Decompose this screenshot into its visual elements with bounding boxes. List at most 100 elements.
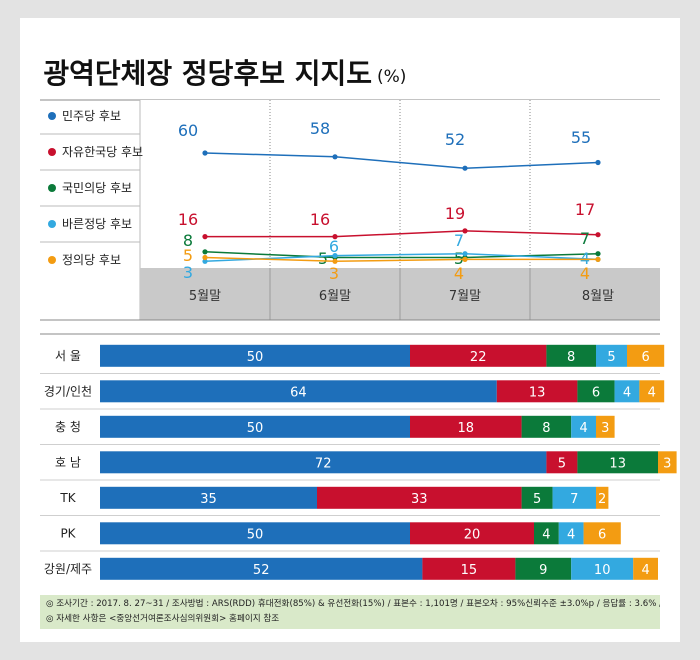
data-label: 5	[454, 249, 464, 268]
bar-segment	[496, 380, 578, 403]
legend-label: 민주당 후보	[62, 109, 121, 123]
bar-segment	[577, 380, 615, 403]
legend-label: 국민의당 후보	[62, 181, 132, 195]
bar-segment	[639, 380, 665, 403]
region-label: PK	[60, 526, 76, 540]
region-label: 서 울	[55, 349, 81, 363]
bar-segment	[422, 557, 516, 580]
series-line	[205, 230, 599, 238]
legend-marker	[48, 148, 56, 156]
bar-value-label: 18	[458, 421, 475, 436]
bar-value-label: 5	[533, 492, 541, 507]
data-point	[595, 251, 601, 257]
bar-segment	[571, 415, 596, 438]
bar-value-label: 13	[609, 456, 626, 471]
bar-segment	[100, 380, 497, 403]
region-label: 경기/인천	[44, 383, 92, 398]
data-label: 7	[454, 231, 464, 250]
bar-segment	[100, 451, 547, 474]
bar-value-label: 2	[598, 492, 606, 507]
bar-segment	[100, 415, 410, 438]
data-point	[202, 249, 208, 255]
data-label: 16	[310, 210, 330, 229]
data-label: 5	[183, 246, 193, 265]
legend-label: 정의당 후보	[62, 253, 121, 267]
bar-value-label: 8	[567, 350, 575, 365]
bar-segment	[627, 344, 665, 367]
bar-value-label: 9	[539, 563, 547, 578]
data-point	[595, 232, 601, 238]
data-label: 3	[183, 263, 193, 282]
legend-label: 자유한국당 후보	[62, 145, 143, 159]
data-point	[462, 256, 468, 262]
bar-segment	[521, 486, 553, 509]
bar-segment	[410, 344, 547, 367]
bar-segment	[100, 522, 410, 545]
data-label: 58	[310, 119, 330, 138]
bar-segment	[633, 557, 658, 580]
legend-marker	[48, 220, 56, 228]
data-point	[202, 150, 208, 156]
bar-segment	[100, 557, 423, 580]
bar-value-label: 72	[315, 456, 332, 471]
bar-value-label: 15	[461, 563, 478, 578]
bar-segment	[100, 344, 410, 367]
data-label: 19	[445, 204, 465, 223]
bar-segment	[558, 522, 584, 545]
series-line	[204, 252, 599, 263]
data-point	[462, 251, 468, 257]
bar-segment	[658, 451, 677, 474]
legend-label: 바른정당 후보	[62, 217, 132, 231]
bar-value-label: 64	[290, 385, 307, 400]
data-label: 5	[318, 249, 328, 268]
legend-marker	[48, 256, 56, 264]
legend-marker	[48, 184, 56, 192]
data-label: 55	[571, 128, 591, 147]
data-point	[332, 258, 338, 264]
footnote-line-2: ◎ 자세한 사항은 <중앙선거여론조사심의위원회> 홈페이지 참조	[46, 614, 280, 624]
x-tick-label: 6월말	[319, 289, 351, 304]
bar-value-label: 4	[623, 385, 631, 400]
bar-segment	[410, 522, 534, 545]
bar-value-label: 6	[641, 350, 649, 365]
data-label: 7	[580, 229, 590, 248]
chart-title-unit: (%)	[377, 67, 406, 87]
bar-segment	[100, 486, 317, 509]
bar-value-label: 3	[601, 421, 609, 436]
series-line	[204, 256, 598, 263]
region-label: TK	[59, 491, 76, 505]
bar-value-label: 4	[542, 527, 550, 542]
bar-value-label: 8	[542, 421, 550, 436]
footnote-line-1: ◎ 조사기간 : 2017. 8. 27~31 / 조사방법 : ARS(RDD…	[46, 599, 660, 609]
data-point	[202, 254, 208, 261]
data-point	[202, 258, 208, 264]
data-point	[332, 234, 338, 240]
region-label: 호 남	[55, 455, 81, 469]
bar-value-label: 13	[529, 385, 546, 400]
data-point	[595, 256, 601, 262]
bar-segment	[583, 522, 621, 545]
bar-segment	[534, 522, 559, 545]
legend-marker	[48, 112, 56, 120]
bar-segment	[596, 486, 609, 509]
bar-value-label: 6	[592, 385, 600, 400]
bar-segment	[577, 451, 658, 474]
bar-value-label: 6	[598, 527, 606, 542]
region-label: 충 청	[55, 420, 81, 434]
bar-value-label: 35	[200, 492, 217, 507]
bar-value-label: 50	[247, 421, 264, 436]
bar-value-label: 4	[648, 385, 656, 400]
bar-value-label: 33	[411, 492, 428, 507]
chart-title: 광역단체장 정당후보 지지도	[43, 57, 372, 90]
bar-value-label: 50	[247, 350, 264, 365]
data-point	[462, 228, 468, 234]
x-tick-label: 7월말	[449, 289, 481, 304]
bar-segment	[521, 415, 572, 438]
series-line	[204, 251, 599, 259]
data-label: 4	[580, 264, 590, 283]
bar-segment	[546, 344, 596, 367]
bar-value-label: 52	[253, 563, 270, 578]
bar-segment	[571, 557, 634, 580]
